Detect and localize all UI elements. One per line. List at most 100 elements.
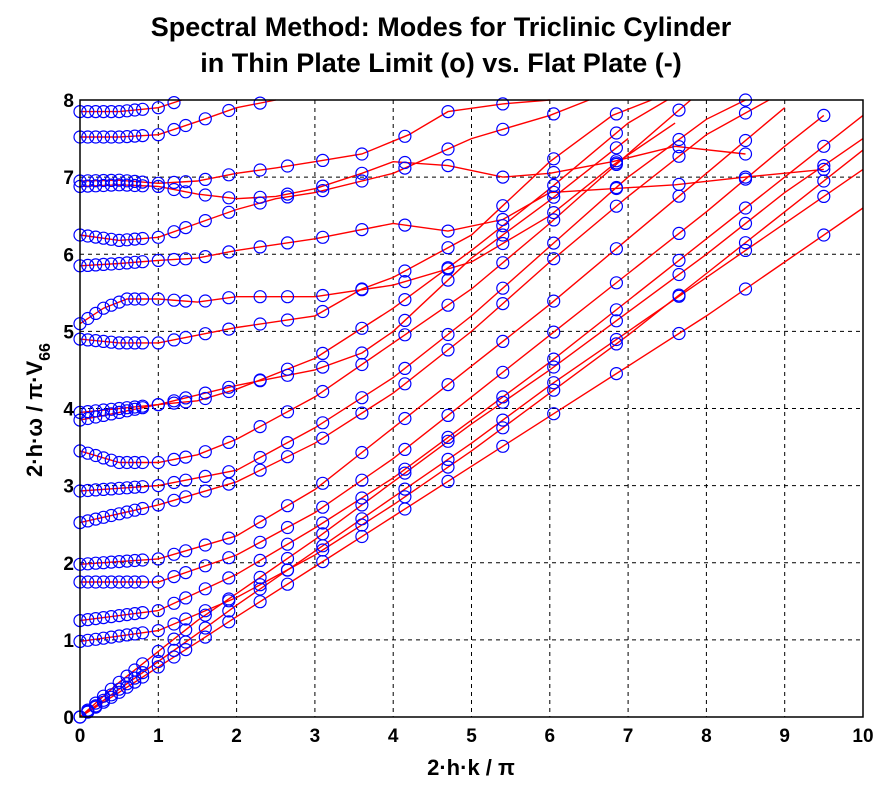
mode-marker: [151, 230, 165, 244]
y-tick-label: 1: [63, 631, 74, 652]
mode-marker: [112, 575, 126, 589]
mode-marker: [222, 551, 236, 565]
mode-marker: [96, 556, 111, 570]
mode-marker: [355, 445, 369, 460]
mode-marker: [128, 455, 142, 470]
mode-marker: [120, 174, 134, 188]
mode-marker: [179, 642, 193, 657]
mode-marker: [136, 665, 150, 680]
mode-marker: [398, 377, 412, 391]
mode-marker: [96, 482, 111, 496]
mode-marker: [198, 391, 212, 406]
mode-marker: [817, 139, 831, 153]
mode-marker: [151, 498, 165, 512]
grid: [80, 100, 863, 717]
mode-marker: [222, 205, 236, 219]
mode-marker: [738, 170, 753, 184]
mode-marker: [128, 336, 142, 350]
x-tick-label: 8: [701, 726, 712, 747]
mode-marker: [222, 380, 236, 394]
mode-marker: [316, 543, 330, 557]
mode-marker: [128, 627, 142, 641]
mode-curve: [79, 99, 692, 464]
mode-marker: [355, 166, 369, 180]
mode-marker: [280, 405, 295, 419]
mode-marker: [316, 500, 330, 514]
mode-marker: [253, 578, 267, 592]
mode-marker: [96, 173, 111, 188]
mode-marker: [609, 337, 624, 351]
mode-marker: [89, 230, 103, 244]
mode-marker: [609, 107, 624, 121]
mode-marker: [151, 479, 165, 493]
x-tick-label: 10: [852, 726, 873, 747]
mode-curve: [79, 99, 652, 344]
mode-marker: [280, 362, 295, 376]
mode-marker: [316, 476, 330, 490]
mode-marker: [253, 450, 267, 465]
mode-marker: [112, 336, 126, 350]
mode-marker: [128, 292, 142, 306]
mode-marker: [81, 258, 95, 272]
mode-marker: [253, 374, 267, 388]
mode-marker: [398, 293, 412, 307]
mode-marker: [609, 126, 624, 140]
mode-marker: [253, 553, 267, 568]
mode-marker: [672, 140, 686, 154]
mode-marker: [136, 102, 150, 116]
mode-marker: [89, 575, 103, 589]
mode-marker: [547, 252, 561, 266]
mode-marker: [198, 250, 212, 264]
mode-marker: [151, 253, 165, 267]
mode-marker: [136, 179, 150, 193]
mode-curve: [79, 138, 629, 414]
mode-marker: [253, 196, 267, 210]
mode-marker: [316, 360, 330, 374]
mode-marker: [151, 575, 165, 589]
mode-marker: [496, 256, 510, 270]
mode-marker: [316, 184, 330, 198]
mode-marker: [496, 236, 510, 251]
mode-marker: [120, 628, 134, 642]
mode-marker: [198, 214, 212, 228]
mode-marker: [151, 552, 165, 566]
mode-marker: [167, 617, 181, 631]
mode-marker: [222, 615, 236, 629]
mode-marker: [128, 606, 142, 621]
mode-marker: [547, 352, 561, 366]
mode-marker: [198, 608, 212, 622]
mode-marker: [112, 401, 126, 416]
mode-marker: [81, 557, 95, 571]
mode-marker: [179, 175, 193, 189]
mode-marker: [496, 228, 510, 242]
mode-marker: [89, 404, 103, 418]
mode-marker: [398, 129, 412, 143]
mode-marker: [167, 596, 181, 610]
mode-marker: [136, 605, 150, 620]
mode-marker: [253, 463, 267, 477]
mode-marker: [89, 334, 103, 348]
mode-marker: [547, 185, 561, 199]
mode-marker: [89, 104, 103, 119]
mode-marker: [672, 326, 686, 341]
mode-marker: [355, 283, 369, 297]
mode-marker: [609, 141, 624, 155]
mode-marker: [198, 112, 212, 126]
mode-marker: [398, 442, 412, 456]
mode-marker: [280, 236, 295, 250]
x-axis-label: 2·h·k / π: [427, 755, 515, 780]
mode-marker: [817, 228, 831, 242]
x-tick-label: 7: [623, 726, 634, 747]
mode-marker: [355, 518, 369, 532]
mode-marker: [120, 680, 134, 694]
mode-marker: [547, 165, 561, 180]
mode-marker: [496, 281, 510, 295]
mode-marker: [112, 405, 126, 419]
mode-marker: [222, 594, 236, 608]
mode-marker: [253, 190, 267, 204]
mode-marker: [120, 256, 134, 270]
mode-marker: [441, 142, 455, 156]
mode-marker: [120, 505, 134, 519]
mode-marker: [672, 288, 686, 302]
mode-marker: [112, 455, 126, 470]
